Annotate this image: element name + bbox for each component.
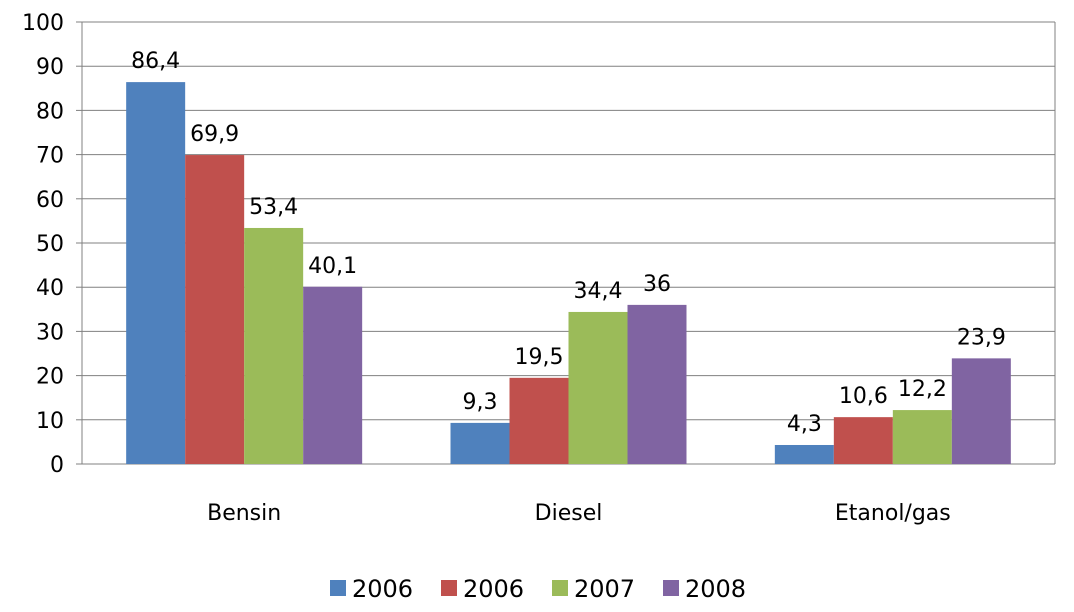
data-label: 86,4 [131, 49, 180, 74]
bar-etanol-gas-series-0 [774, 444, 834, 464]
data-label: 10,6 [839, 384, 888, 409]
legend-label: 2006 [463, 575, 524, 603]
bar-diesel-series-2 [568, 311, 628, 464]
legend-swatch [441, 580, 457, 596]
data-label: 23,9 [957, 325, 1006, 350]
data-label: 4,3 [787, 412, 822, 437]
bar-etanol-gas-series-3 [951, 358, 1011, 464]
x-axis-categories: Bensin Diesel Etanol/gas [207, 501, 951, 526]
y-tick-label: 50 [36, 232, 64, 257]
legend-swatch [663, 580, 679, 596]
y-tick-label: 30 [36, 320, 64, 345]
x-category-label: Etanol/gas [835, 501, 951, 526]
bar-etanol-gas-series-1 [833, 417, 893, 464]
y-tick-label: 10 [36, 409, 64, 434]
legend: 2006 2006 2007 2008 [330, 575, 746, 603]
y-tick-label: 70 [36, 144, 64, 169]
y-tick-label: 20 [36, 365, 64, 390]
y-tick-label: 80 [36, 99, 64, 124]
y-tick-label: 40 [36, 276, 64, 301]
legend-label: 2006 [352, 575, 413, 603]
legend-swatch [552, 580, 568, 596]
x-category-label: Bensin [207, 501, 281, 526]
bar-bensin-series-0 [126, 82, 186, 464]
legend-label: 2007 [574, 575, 635, 603]
data-label: 36 [643, 272, 671, 297]
bar-etanol-gas-series-2 [892, 410, 952, 464]
data-labels: 86,4 69,9 53,4 40,1 9,3 19,5 34,4 36 4,3 10,6 12,2… [131, 49, 1006, 437]
data-label: 9,3 [463, 390, 498, 415]
bar-bensin-series-1 [185, 155, 245, 465]
y-tick-label: 0 [50, 453, 64, 478]
data-label: 69,9 [190, 122, 239, 147]
data-label: 19,5 [515, 345, 564, 370]
data-label: 40,1 [308, 254, 357, 279]
y-axis-ticks: 0 10 20 30 40 50 60 70 80 90 100 [22, 11, 82, 478]
y-tick-label: 60 [36, 188, 64, 213]
data-label: 12,2 [898, 377, 947, 402]
bar-diesel-series-0 [450, 422, 510, 464]
y-tick-label: 100 [22, 11, 64, 36]
bar-bensin-series-2 [244, 227, 304, 464]
x-category-label: Diesel [535, 501, 603, 526]
bar-diesel-series-1 [509, 377, 569, 464]
y-tick-label: 90 [36, 55, 64, 80]
legend-label: 2008 [685, 575, 746, 603]
data-label: 34,4 [574, 279, 623, 304]
data-label: 53,4 [249, 195, 298, 220]
bar-diesel-series-3 [627, 304, 687, 464]
legend-swatch [330, 580, 346, 596]
bars [126, 82, 1011, 465]
bar-bensin-series-3 [303, 286, 363, 464]
